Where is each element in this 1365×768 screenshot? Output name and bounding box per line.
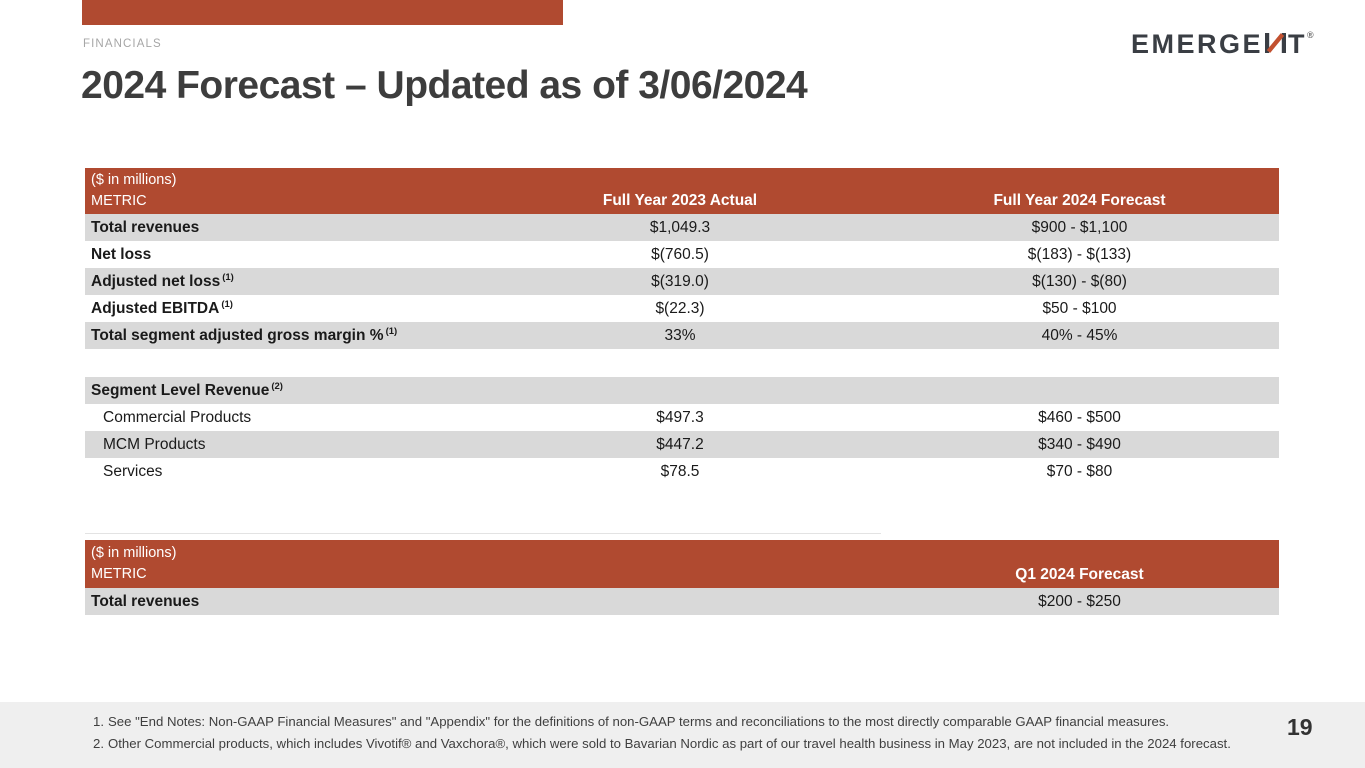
footnote-item: 2. Other Commercial products, which incl… [93,733,1231,755]
header-metric-label: METRIC [91,566,147,582]
row-value-forecast: $(183) - $(133) [1027,245,1132,263]
row-value-actual: 33% [664,326,696,344]
row-label: MCM Products [103,435,206,453]
segment-header-row: Segment Level Revenue (2) [85,377,1279,404]
row-value-actual: $78.5 [660,462,700,480]
footnote-item: 1. See "End Notes: Non-GAAP Financial Me… [93,711,1231,733]
table-row-adjusted-net-loss: Adjusted net loss (1) $(319.0) $(130) - $… [85,268,1279,295]
page-title: 2024 Forecast – Updated as of 3/06/2024 [81,64,808,107]
row-value-forecast: $50 - $100 [1042,299,1117,317]
header-col-2024-forecast: Full Year 2024 Forecast [993,192,1166,209]
section-eyebrow-label: FINANCIALS [83,38,162,50]
segment-row-services: Services $78.5 $70 - $80 [85,458,1279,485]
forecast-table-full-year: ($ in millions) METRIC Full Year 2023 Ac… [85,168,1279,485]
footnote-number: 1. [93,714,104,729]
row-value-forecast: $200 - $250 [1038,592,1121,610]
segment-row-mcm-products: MCM Products $447.2 $340 - $490 [85,431,1279,458]
logo-n-slash-icon [1265,29,1287,60]
table-row-adjusted-ebitda: Adjusted EBITDA (1) $(22.3) $50 - $100 [85,295,1279,322]
segment-row-commercial-products: Commercial Products $497.3 $460 - $500 [85,404,1279,431]
forecast-table-q1: ($ in millions) METRIC Q1 2024 Forecast … [85,540,1279,615]
row-value-actual: $447.2 [656,435,704,453]
table-section-gap [85,349,1279,377]
header-metric-cell: ($ in millions) METRIC [85,168,480,214]
row-value-actual: $(760.5) [651,245,709,263]
footnote-marker: (2) [271,380,283,392]
row-value-forecast: 40% - 45% [1041,326,1118,344]
footnote-text: See "End Notes: Non-GAAP Financial Measu… [108,714,1170,729]
row-value-forecast: $(130) - $(80) [1032,272,1127,290]
row-label: Total revenues [91,219,200,237]
row-label: Adjusted net loss [91,273,221,291]
footnote-number: 2. [93,736,104,751]
table-header-row: ($ in millions) METRIC Full Year 2023 Ac… [85,168,1279,214]
row-value-forecast: $900 - $1,100 [1031,218,1128,236]
row-value-actual: $(319.0) [651,272,709,290]
row-value-actual: $(22.3) [655,299,705,317]
row-value-forecast: $460 - $500 [1038,408,1121,426]
header-unit-label: ($ in millions) [91,172,177,188]
page-number: 19 [1287,714,1313,740]
table-row-net-loss: Net loss $(760.5) $(183) - $(133) [85,241,1279,268]
header-col-2023-actual: Full Year 2023 Actual [602,192,758,209]
top-accent-bar [82,0,563,25]
header-metric-cell: ($ in millions) METRIC [85,540,880,588]
row-label: Services [103,462,163,480]
table-row-total-revenues-q1: Total revenues $200 - $250 [85,588,1279,615]
row-label: Total revenues [91,592,200,610]
logo-text-pre: EMERGE [1131,29,1264,59]
footnotes-list: 1. See "End Notes: Non-GAAP Financial Me… [93,711,1231,755]
table-row-total-revenues: Total revenues $1,049.3 $900 - $1,100 [85,214,1279,241]
segment-header-label: Segment Level Revenue [91,382,270,400]
table2-top-rule [85,533,881,534]
logo-registered-mark: ® [1307,30,1314,40]
row-label: Total segment adjusted gross margin % [91,327,384,345]
logo-text-post: T [1288,29,1308,59]
footnote-marker: (1) [222,271,234,283]
row-value-actual: $497.3 [656,408,704,426]
row-value-forecast: $340 - $490 [1038,435,1121,453]
row-label: Commercial Products [103,408,252,426]
footnote-text: Other Commercial products, which include… [108,736,1231,751]
footnote-marker: (1) [221,298,233,310]
table-header-row: ($ in millions) METRIC Q1 2024 Forecast [85,540,1279,588]
footnote-marker: (1) [385,325,398,337]
header-unit-label: ($ in millions) [91,545,177,561]
header-metric-label: METRIC [91,193,147,209]
footer-band: 1. See "End Notes: Non-GAAP Financial Me… [0,702,1365,768]
row-label: Net loss [91,246,152,264]
header-col-q1-2024-forecast: Q1 2024 Forecast [1015,566,1144,583]
emergent-logo: EMERGE T ® [1131,29,1314,60]
row-value-forecast: $70 - $80 [1046,462,1113,480]
row-value-actual: $1,049.3 [649,218,711,236]
row-label: Adjusted EBITDA [91,300,220,318]
table-row-gross-margin: Total segment adjusted gross margin % (1)… [85,322,1279,349]
